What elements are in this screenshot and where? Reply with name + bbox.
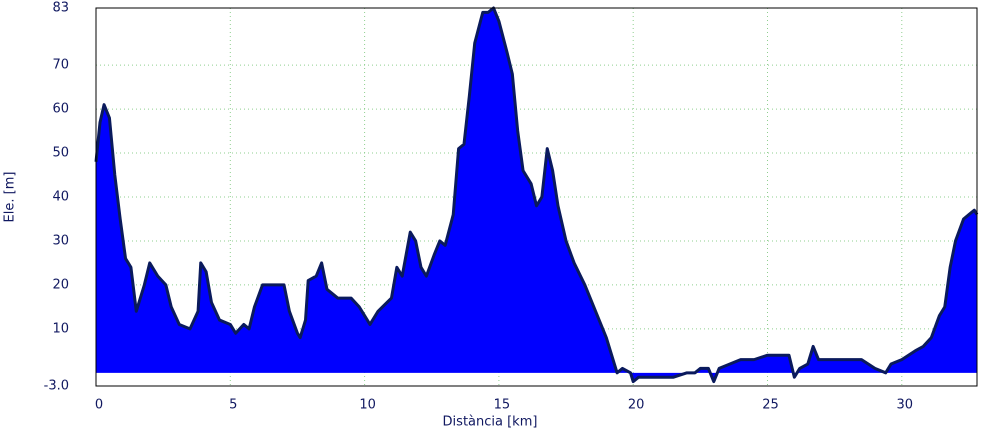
y-axis-label: Ele. [m] [3,172,18,223]
plot-frame [95,7,978,387]
y-tick-label: 50 [52,146,69,161]
y-tick-label: 20 [52,277,69,292]
y-tick-label: 10 [52,321,69,336]
x-tick-label: 10 [359,398,376,413]
x-tick-label: 30 [897,398,914,413]
y-tick-label: 30 [52,233,69,248]
y-tick-label: 40 [52,190,69,205]
area [96,8,977,382]
x-tick-label: 0 [95,398,103,413]
x-axis-label: Distància [km] [443,415,538,430]
x-tick-label: 20 [628,398,645,413]
line [94,6,979,384]
y-tick-label: 83 [52,1,69,16]
y-tick-label: 70 [52,58,69,73]
x-tick-label: 25 [762,398,779,413]
x-tick-label: 5 [229,398,237,413]
y-tick-label: 60 [52,102,69,117]
x-tick-label: 15 [494,398,511,413]
y-tick-label: -3.0 [44,379,69,394]
